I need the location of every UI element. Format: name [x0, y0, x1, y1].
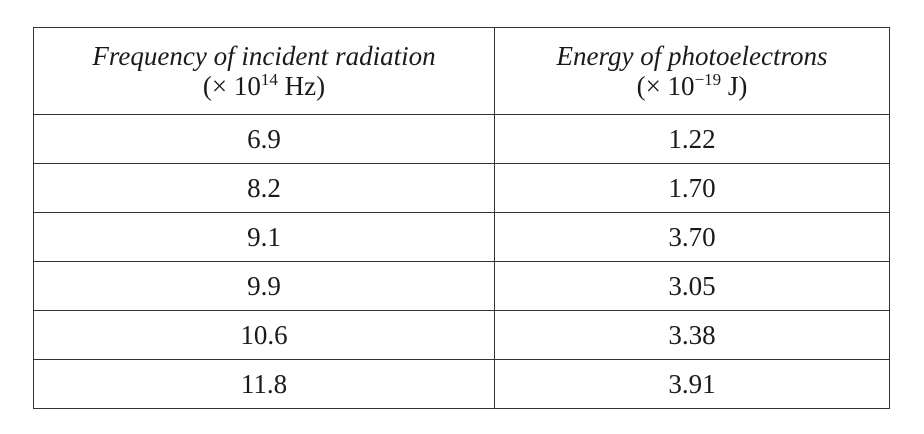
- header-energy-title: Energy of photoelectrons: [556, 41, 828, 71]
- frequency-cell: 11.8: [33, 359, 495, 409]
- header-energy-unit-prefix: (× 10: [636, 71, 695, 101]
- header-energy-unit-exponent: −19: [694, 70, 722, 89]
- header-energy-unit: (× 10−19 J): [495, 71, 889, 101]
- energy-cell: 1.22: [494, 114, 890, 164]
- table-row: 9.1 3.70: [33, 212, 890, 262]
- header-energy: Energy of photoelectrons (× 10−19 J): [494, 27, 890, 115]
- table-row: 11.8 3.91: [33, 359, 890, 409]
- table-row: 9.9 3.05: [33, 261, 890, 311]
- table-row: 8.2 1.70: [33, 163, 890, 213]
- data-table: Frequency of incident radiation (× 1014 …: [33, 27, 890, 409]
- header-energy-unit-suffix: J): [721, 71, 748, 101]
- energy-cell: 1.70: [494, 163, 890, 213]
- frequency-cell: 9.1: [33, 212, 495, 262]
- header-frequency-unit-suffix: Hz): [277, 71, 326, 101]
- table-row: 6.9 1.22: [33, 114, 890, 164]
- header-row: Frequency of incident radiation (× 1014 …: [33, 27, 890, 115]
- frequency-cell: 10.6: [33, 310, 495, 360]
- energy-cell: 3.70: [494, 212, 890, 262]
- frequency-cell: 6.9: [33, 114, 495, 164]
- energy-cell: 3.91: [494, 359, 890, 409]
- header-frequency: Frequency of incident radiation (× 1014 …: [33, 27, 495, 115]
- energy-cell: 3.38: [494, 310, 890, 360]
- header-frequency-title: Frequency of incident radiation: [92, 41, 436, 71]
- header-frequency-unit: (× 1014 Hz): [34, 71, 494, 101]
- header-frequency-unit-exponent: 14: [260, 70, 278, 89]
- frequency-cell: 9.9: [33, 261, 495, 311]
- header-frequency-unit-prefix: (× 10: [202, 71, 261, 101]
- table-row: 10.6 3.38: [33, 310, 890, 360]
- frequency-cell: 8.2: [33, 163, 495, 213]
- energy-cell: 3.05: [494, 261, 890, 311]
